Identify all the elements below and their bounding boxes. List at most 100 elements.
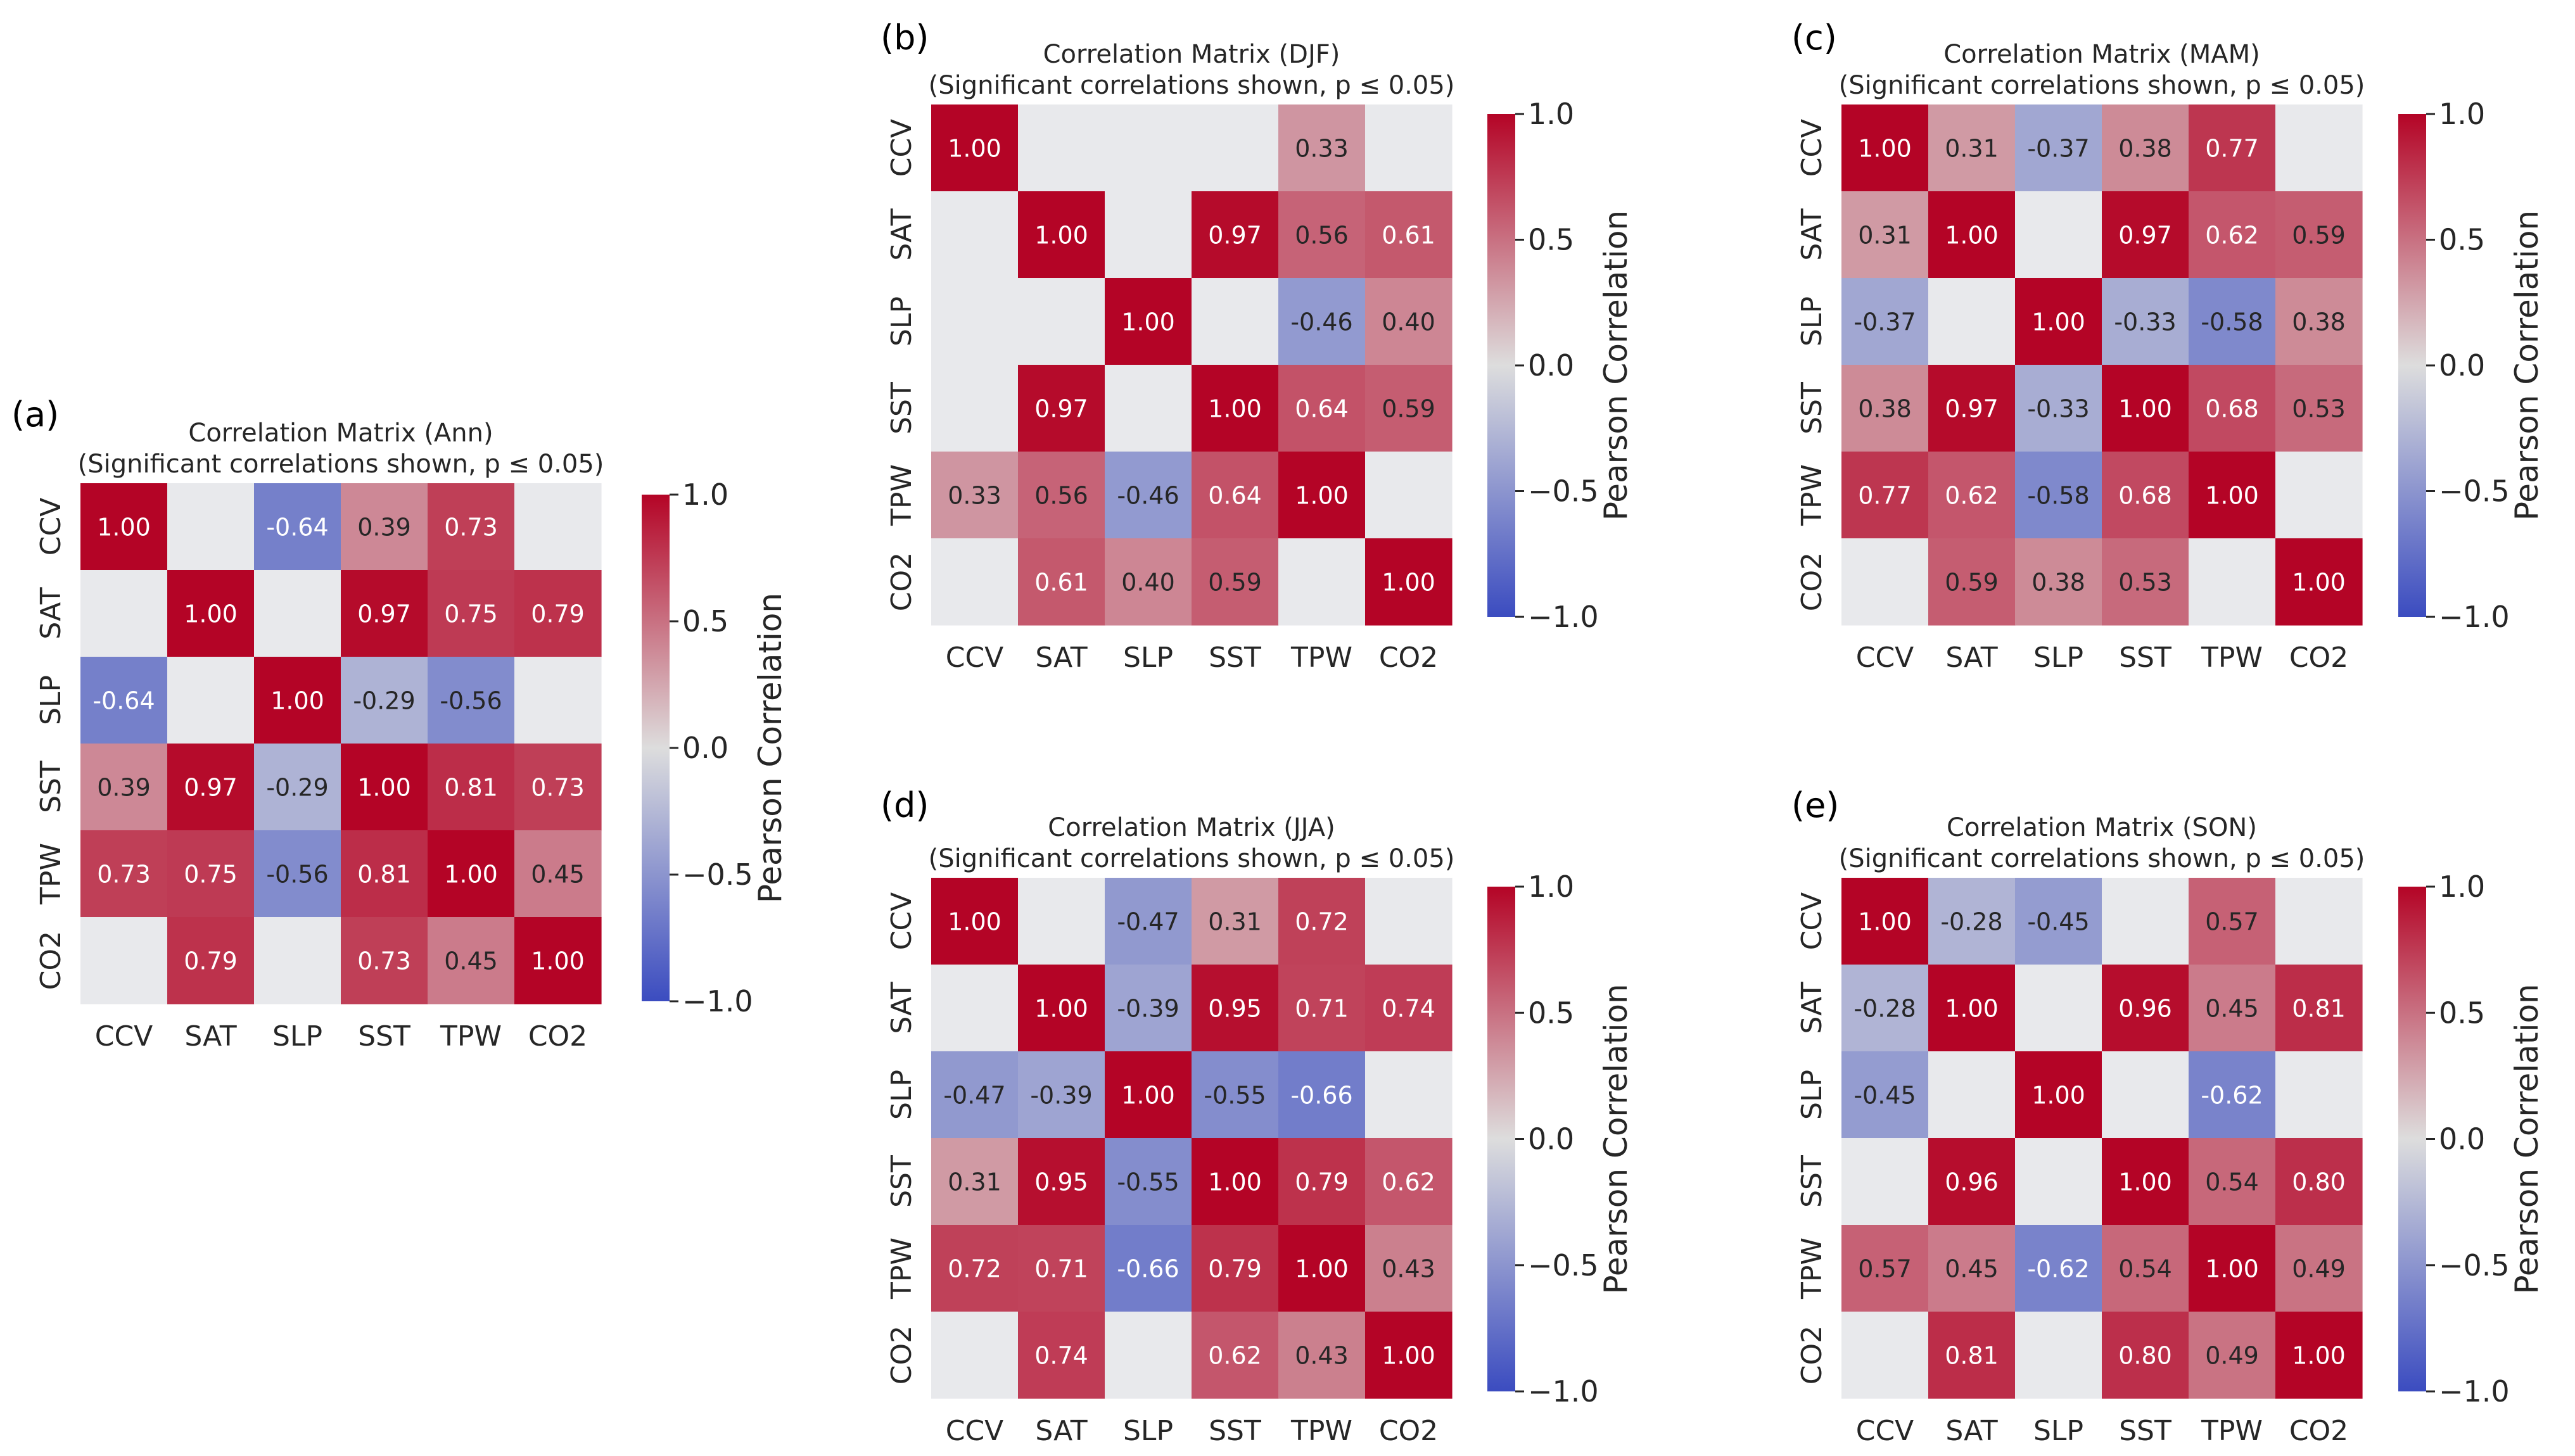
heatmap-cell-empty — [1105, 191, 1192, 279]
cell-value-label: 0.71 — [1034, 1255, 1088, 1283]
chart-title: Correlation Matrix (JJA) — [1048, 813, 1335, 842]
heatmap-cell — [1278, 1051, 1366, 1139]
cell-value-label: -0.39 — [1030, 1082, 1092, 1110]
colorbar-label: Pearson Correlation — [2508, 210, 2545, 521]
panel-label: (e) — [1791, 785, 1839, 825]
heatmap-cell — [1841, 191, 1929, 279]
cell-value-label: 0.43 — [1382, 1255, 1435, 1283]
heatmap-cell-empty — [1105, 1312, 1192, 1399]
colorbar-tick-label: 0.0 — [2439, 348, 2485, 383]
heatmap-cell-empty — [2275, 452, 2363, 539]
cell-value-label: 0.74 — [1034, 1342, 1088, 1370]
cell-value-label: -0.47 — [1117, 908, 1179, 936]
heatmap-cell — [1105, 278, 1192, 365]
heatmap-cell — [254, 657, 341, 744]
x-tick-label: SAT — [1035, 642, 1087, 674]
cell-value-label: 1.00 — [1121, 1082, 1175, 1110]
heatmap-cell — [1841, 104, 1929, 192]
heatmap-cell — [254, 483, 341, 571]
cell-value-label: 0.43 — [1295, 1342, 1349, 1370]
heatmap-cell — [2015, 878, 2102, 965]
x-tick-label: SAT — [1945, 1415, 1997, 1447]
heatmap-cell-empty — [1928, 1051, 2016, 1139]
cell-value-label: 0.56 — [1295, 222, 1349, 250]
cell-value-label: 1.00 — [2292, 569, 2346, 597]
cell-value-label: 0.53 — [2292, 395, 2346, 423]
y-tick-label: SST — [35, 761, 67, 813]
y-tick-label: SAT — [886, 208, 918, 260]
cell-value-label: 0.79 — [531, 600, 585, 628]
cell-value-label: 0.80 — [2118, 1342, 2172, 1370]
cell-value-label: 0.64 — [1295, 395, 1349, 423]
colorbar-tick-label: 1.0 — [682, 478, 728, 512]
x-tick-label: SLP — [1123, 1415, 1173, 1447]
x-tick-label: TPW — [2201, 1415, 2263, 1447]
cell-value-label: -0.29 — [266, 774, 328, 802]
heatmap-cell-empty — [2189, 538, 2276, 626]
chart-subtitle: (Significant correlations shown, p ≤ 0.0… — [78, 450, 604, 479]
x-tick-label: CCV — [95, 1020, 153, 1053]
cell-value-label: 0.71 — [1295, 995, 1349, 1023]
heatmap-cell — [1192, 365, 1279, 452]
panel-label: (d) — [881, 785, 929, 825]
cell-value-label: 0.45 — [2205, 995, 2259, 1023]
y-tick-label: SST — [1796, 382, 1828, 434]
cell-value-label: 0.97 — [1034, 395, 1088, 423]
cell-value-label: 0.81 — [357, 861, 411, 889]
heatmap-cell-empty — [167, 657, 255, 744]
cell-value-label: 0.73 — [357, 947, 411, 975]
heatmap-cell — [1365, 538, 1453, 626]
cell-value-label: 0.59 — [1945, 569, 1999, 597]
cell-value-label: 0.33 — [1295, 135, 1349, 163]
cell-value-label: 0.79 — [184, 947, 238, 975]
heatmap-cell — [2102, 965, 2189, 1052]
chart-subtitle: (Significant correlations shown, p ≤ 0.0… — [929, 71, 1455, 100]
chart-subtitle: (Significant correlations shown, p ≤ 0.0… — [929, 844, 1455, 873]
heatmap-cell — [1928, 878, 2016, 965]
cell-value-label: 1.00 — [1034, 222, 1088, 250]
heatmap-cell — [341, 744, 428, 831]
cell-value-label: 1.00 — [2118, 1168, 2172, 1196]
cell-value-label: -0.28 — [1853, 995, 1916, 1023]
heatmap-cell — [1192, 878, 1279, 965]
heatmap-cell — [2015, 452, 2102, 539]
cell-value-label: -0.55 — [1117, 1168, 1179, 1196]
panel-label: (c) — [1791, 18, 1837, 58]
x-tick-label: SLP — [272, 1020, 322, 1053]
cell-value-label: -0.62 — [2027, 1255, 2089, 1283]
heatmap-cell — [1278, 191, 1366, 279]
cell-value-label: 0.39 — [97, 774, 151, 802]
colorbar-tick-label: −1.0 — [682, 984, 753, 1018]
cell-value-label: 0.33 — [948, 482, 1001, 510]
heatmap-cell — [1105, 1225, 1192, 1312]
cell-value-label: 0.81 — [2292, 995, 2346, 1023]
cell-value-label: 1.00 — [2292, 1342, 2346, 1370]
heatmap-cell — [2189, 452, 2276, 539]
heatmap-panel: (c) Correlation Matrix (MAM)(Significant … — [1791, 18, 2545, 674]
cell-value-label: 0.45 — [531, 861, 585, 889]
x-tick-label: CO2 — [1379, 1415, 1438, 1447]
heatmap-cell — [2102, 1312, 2189, 1399]
heatmap-cell — [1928, 452, 2016, 539]
x-tick-label: CCV — [1856, 1415, 1914, 1447]
colorbar-tick-label: 0.5 — [2439, 996, 2485, 1030]
heatmap-cell — [1018, 1138, 1105, 1225]
heatmap-cell — [1928, 365, 2016, 452]
heatmap-cell-empty — [1365, 104, 1453, 192]
heatmap-cell — [931, 104, 1019, 192]
cell-value-label: 0.64 — [1208, 482, 1262, 510]
chart-subtitle: (Significant correlations shown, p ≤ 0.0… — [1839, 71, 2365, 100]
heatmap-cell — [1278, 278, 1366, 365]
cell-value-label: -0.56 — [440, 687, 502, 715]
y-tick-label: SST — [886, 382, 918, 434]
heatmap-cell — [514, 570, 602, 657]
y-tick-label: SLP — [886, 1070, 918, 1120]
cell-value-label: 0.62 — [1208, 1342, 1262, 1370]
heatmap-cell — [931, 1051, 1019, 1139]
cell-value-label: 0.95 — [1208, 995, 1262, 1023]
cell-value-label: 0.73 — [444, 514, 498, 541]
heatmap-cell-empty — [931, 191, 1019, 279]
cell-value-label: 1.00 — [1858, 135, 1912, 163]
heatmap-cell — [1928, 538, 2016, 626]
heatmap-cell — [1018, 191, 1105, 279]
